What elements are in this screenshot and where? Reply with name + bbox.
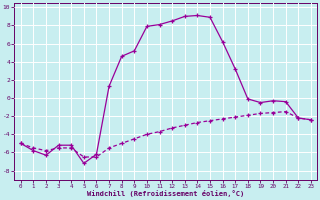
X-axis label: Windchill (Refroidissement éolien,°C): Windchill (Refroidissement éolien,°C): [87, 190, 244, 197]
